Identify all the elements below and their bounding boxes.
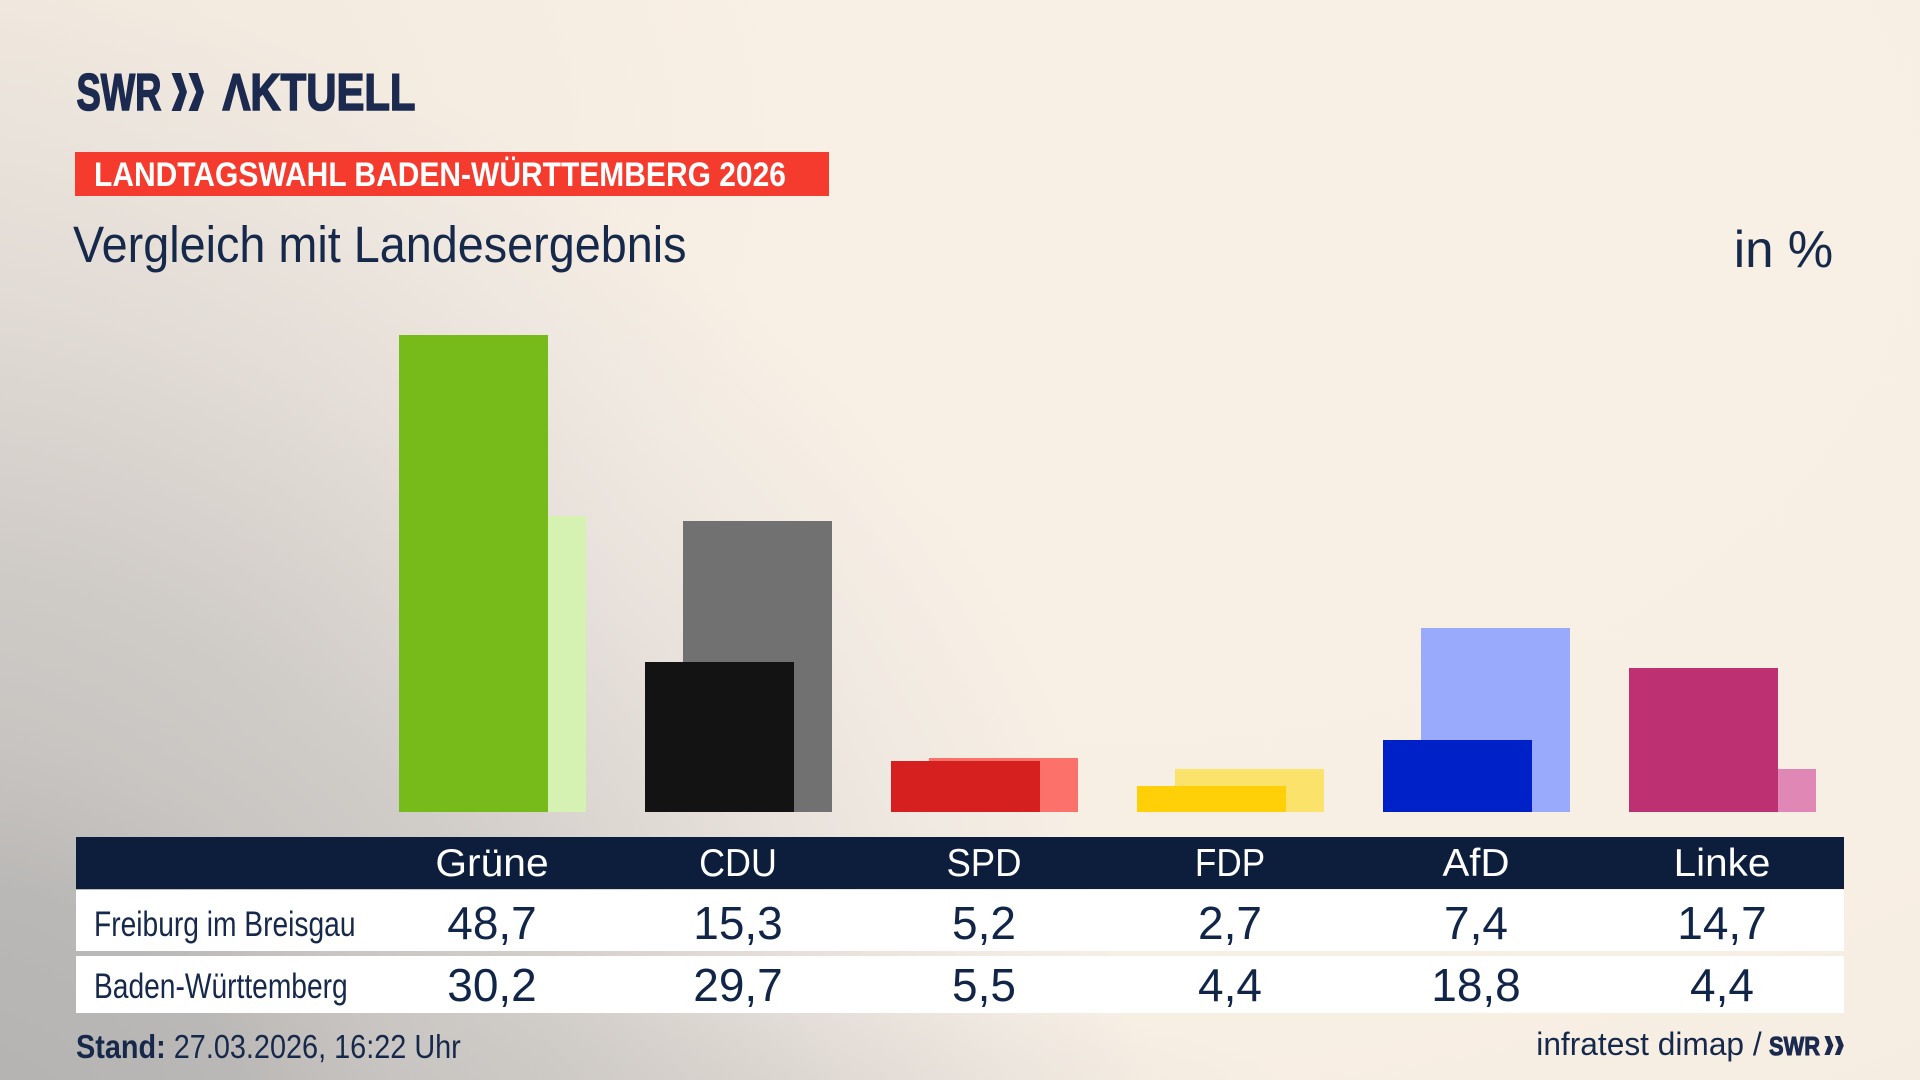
svg-text:SWR: SWR [77, 72, 162, 112]
svg-text:ΛKTUELL: ΛKTUELL [223, 72, 416, 112]
svg-text:SWR: SWR [1769, 1036, 1820, 1056]
